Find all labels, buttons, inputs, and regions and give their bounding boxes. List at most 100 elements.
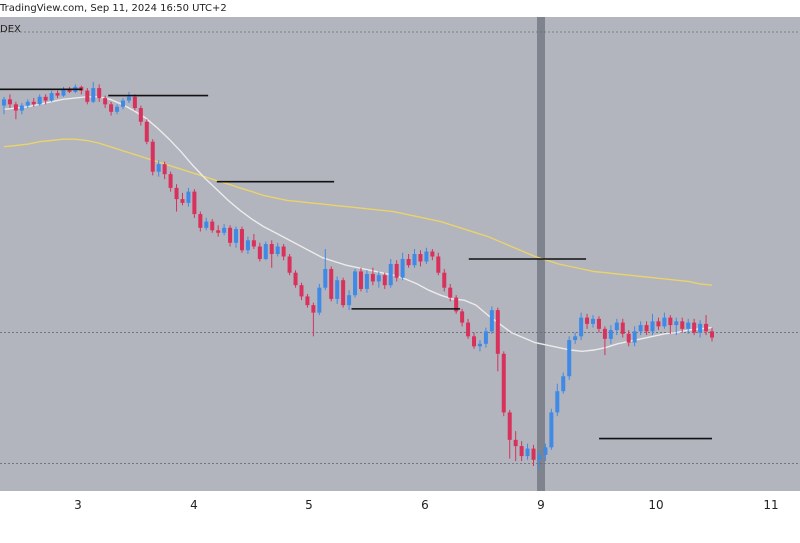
candle-body [103,98,108,105]
candle-body [61,89,66,96]
candle-body [418,254,423,262]
candle-body [513,439,518,447]
candle-body [228,227,233,243]
candle-body [394,263,399,278]
candle-body [400,258,405,278]
x-tick-label: 3 [74,498,82,512]
candle-body [55,93,60,96]
candle-body [347,295,352,306]
candle-body [138,108,143,122]
candle-body [656,321,661,327]
candle-body [436,256,441,273]
candle-body [525,448,530,457]
candle-body [608,330,613,339]
candle-body [370,273,375,282]
candle-body [251,240,256,247]
candle-body [25,101,30,106]
candle-body [257,246,262,259]
candle-body [507,412,512,440]
candle-body [216,230,221,233]
x-tick-label: 10 [648,498,663,512]
candle-body [531,448,536,460]
candle-body [245,240,250,251]
candle-body [269,244,274,254]
candle-body [644,325,649,332]
candle-body [519,446,524,457]
candle-body [692,322,697,333]
candle-body [698,323,703,333]
candle-body [287,256,292,273]
candle-body [680,321,685,329]
candle-body [174,187,179,200]
candle-body [13,104,18,111]
candle-body [281,246,286,257]
candle-body [323,268,328,288]
candle-body [150,141,155,172]
candle-body [388,263,393,286]
candle-body [97,88,102,99]
candle-body [156,164,161,172]
candle-body [210,221,215,231]
header-area [0,0,800,17]
candle-body [424,251,429,262]
candle-body [168,174,173,188]
candle-body [662,317,667,327]
candle-body [115,106,120,112]
candle-body [460,311,465,323]
highlight-bar [537,17,545,491]
candle-body [353,271,358,296]
plot-area [0,17,800,491]
symbol-label: DEX [0,24,21,35]
candle-body [91,88,96,102]
watermark-header: TradingView.com, Sep 11, 2024 16:50 UTC+… [0,3,227,14]
candle-body [668,317,673,326]
candle-body [126,96,131,101]
candle-body [591,318,596,324]
candle-body [222,227,227,233]
candle-body [144,121,149,142]
candle-body [85,90,90,102]
candle-body [549,412,554,448]
candle-body [543,447,548,455]
candle-body [626,333,631,343]
candle-body [495,310,500,354]
time-axis-area [0,491,800,543]
candle-body [596,318,601,329]
candle-body [275,246,280,254]
candle-body [180,199,185,203]
x-tick-label: 5 [305,498,313,512]
candle-body [620,322,625,334]
candle-body [561,376,566,392]
candle-body [37,96,42,105]
candle-body [614,322,619,331]
candle-body [537,454,542,460]
candle-body [311,305,316,313]
candle-body [305,296,310,306]
ma-slow-line [3,138,713,286]
candle-body [204,221,209,228]
candle-body [109,104,114,112]
candle-body [710,331,714,338]
candle-body [239,229,244,251]
candle-body [567,340,572,377]
x-tick-label: 11 [763,498,778,512]
candle-body [329,268,334,299]
candle-body [192,191,197,215]
candle-body [358,271,363,289]
candle-body [585,317,590,324]
candle-body [466,322,471,337]
candle-body [234,229,239,243]
candle-body [650,321,655,332]
candle-body [263,244,268,259]
x-tick-label: 4 [190,498,198,512]
candle-body [501,353,506,413]
candle-body [477,343,482,347]
candle-body [472,336,477,347]
candle-body [162,164,167,175]
candle-body [686,322,691,329]
candle-body [579,317,584,337]
candle-body [573,336,578,341]
candle-body [412,254,417,266]
